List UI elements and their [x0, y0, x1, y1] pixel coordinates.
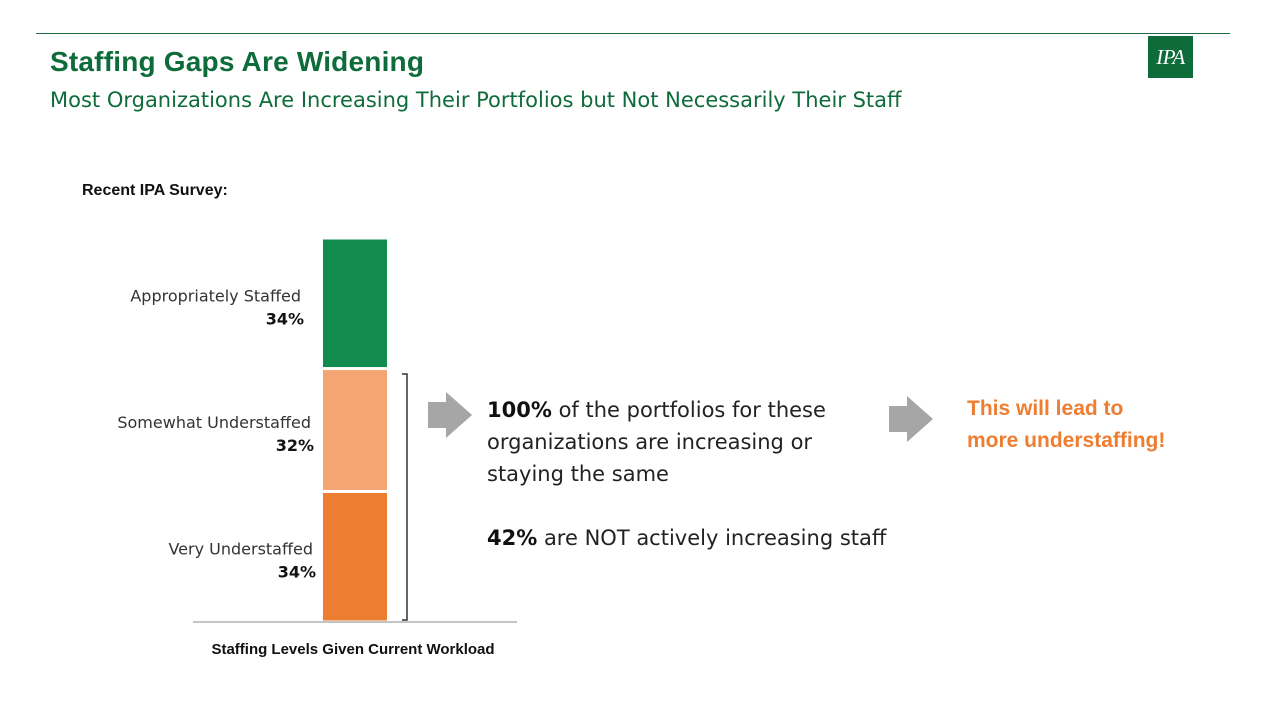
bracket	[402, 373, 408, 621]
stat-staff-value: 42%	[487, 526, 538, 550]
stat-portfolios: 100% of the portfolios for these organiz…	[487, 394, 887, 490]
segment-name-label: Appropriately Staffed	[130, 286, 301, 305]
segment-value-label: 34%	[266, 309, 304, 328]
conclusion-line-1: This will lead to	[967, 397, 1124, 420]
segment-value-label: 34%	[278, 563, 316, 582]
arrow-right-icon	[889, 396, 933, 442]
conclusion-text: This will lead to more understaffing!	[967, 393, 1227, 457]
stat-portfolios-value: 100%	[487, 398, 552, 422]
chart-bars	[323, 239, 387, 621]
segment-value-label: 32%	[276, 436, 314, 455]
stat-portfolios-text: of the portfolios for these organization…	[487, 398, 826, 486]
segment-name-label: Somewhat Understaffed	[117, 413, 311, 432]
chart-segment-labels: Very Understaffed 34% Somewhat Understaffe…	[117, 286, 316, 581]
ipa-logo: IPA	[1148, 36, 1193, 78]
page-title: Staffing Gaps Are Widening	[50, 46, 425, 77]
bar-segment-very-understaffed	[323, 492, 387, 621]
arrow-right-icon	[428, 392, 472, 438]
bar-segment-appropriately-staffed	[323, 239, 387, 368]
page-subtitle: Most Organizations Are Increasing Their …	[50, 88, 902, 112]
stat-staff-text: are NOT actively increasing staff	[537, 526, 887, 550]
segment-name-label: Very Understaffed	[168, 540, 313, 559]
stats-block: 100% of the portfolios for these organiz…	[487, 394, 887, 554]
header-rule	[36, 33, 1230, 34]
conclusion-line-2: more understaffing!	[967, 429, 1166, 452]
stat-staff: 42% are NOT actively increasing staff	[487, 522, 887, 554]
bar-segment-somewhat-understaffed	[323, 370, 387, 490]
survey-label: Recent IPA Survey:	[82, 182, 228, 199]
x-axis-label: Staffing Levels Given Current Workload	[211, 641, 494, 658]
